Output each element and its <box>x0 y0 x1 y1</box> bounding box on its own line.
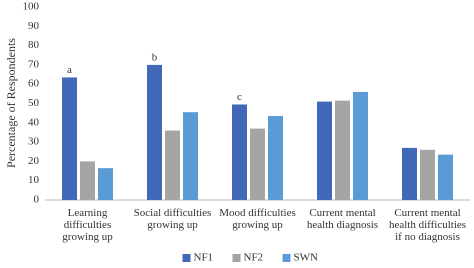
legend-label: SWN <box>294 252 319 264</box>
y-tick-label: 100 <box>23 1 40 13</box>
x-tick-label: Current mental health diagnosis <box>306 207 379 231</box>
bar-annotation: a <box>67 64 72 76</box>
x-tick-label: Current mental health difficulties if no… <box>388 207 467 243</box>
bar <box>183 112 198 200</box>
legend-swatch <box>282 254 291 262</box>
bar <box>250 128 265 200</box>
bar <box>165 130 180 200</box>
bar <box>402 147 417 200</box>
bar <box>98 168 113 200</box>
bar <box>268 116 283 200</box>
bar <box>353 91 368 200</box>
x-tick-label: Mood difficulties growing up <box>219 207 296 231</box>
y-axis-label: Percentage of Respondents <box>4 38 18 168</box>
bar <box>317 101 332 200</box>
bar <box>438 154 453 200</box>
x-tick-label: Social difficulties growing up <box>133 207 212 231</box>
x-tick-label: Learning difficulties growing up <box>62 207 113 243</box>
legend-label: NF2 <box>244 252 264 264</box>
legend-label: NF1 <box>194 252 214 264</box>
bar <box>147 64 162 201</box>
bar <box>80 161 95 200</box>
bar <box>335 100 350 200</box>
y-tick-label: 10 <box>28 174 40 186</box>
y-tick-label: 40 <box>28 116 40 128</box>
y-tick-label: 20 <box>28 155 40 167</box>
bar-annotation: c <box>237 91 242 103</box>
bar-annotation: b <box>152 51 158 63</box>
y-tick-label: 60 <box>28 78 40 90</box>
y-tick-label: 30 <box>28 136 40 148</box>
bar <box>420 149 435 200</box>
bar <box>62 77 77 200</box>
legend-swatch <box>232 254 241 262</box>
y-tick-label: 70 <box>28 58 40 70</box>
bar <box>232 104 247 200</box>
y-tick-label: 0 <box>34 194 40 206</box>
y-tick-label: 50 <box>28 97 40 109</box>
y-tick-label: 80 <box>28 39 40 51</box>
y-tick-label: 90 <box>28 20 40 32</box>
legend-swatch <box>182 254 191 262</box>
